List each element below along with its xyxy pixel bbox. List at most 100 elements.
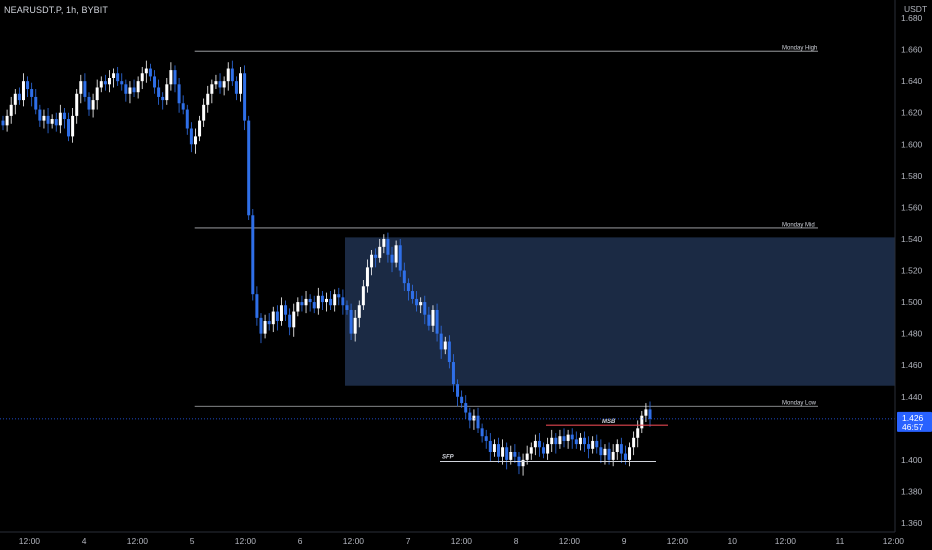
x-tick-label: 12:00 xyxy=(235,536,257,546)
y-tick-label: 1.560 xyxy=(901,202,923,212)
candle-body xyxy=(386,238,390,255)
candle-body xyxy=(17,93,21,101)
candle-body xyxy=(128,87,132,94)
candle-body xyxy=(308,298,312,303)
candle-body xyxy=(619,444,623,454)
candle-body xyxy=(67,119,71,137)
x-tick-label: 12:00 xyxy=(883,536,905,546)
candle-body xyxy=(177,84,181,104)
candle-body xyxy=(370,254,374,268)
candle-body xyxy=(247,120,251,216)
candle-body xyxy=(140,73,144,82)
candle-body xyxy=(107,78,111,85)
candle-body xyxy=(537,440,541,448)
candle-body xyxy=(615,444,619,452)
candle-body xyxy=(505,447,509,460)
candle-body xyxy=(443,341,447,350)
x-tick-label: 10 xyxy=(728,536,738,546)
candle-body xyxy=(1,120,5,126)
y-tick-label: 1.680 xyxy=(901,13,923,23)
candle-body xyxy=(234,81,238,94)
candle-body xyxy=(99,81,103,88)
candle-body xyxy=(279,305,283,322)
candle-body xyxy=(349,309,353,334)
candle-body xyxy=(251,215,255,295)
candle-body xyxy=(292,311,296,328)
candle-body xyxy=(9,104,13,116)
candle-body xyxy=(578,437,582,445)
candle-body xyxy=(206,93,210,105)
candle-body xyxy=(607,448,611,460)
level-label: Monday Low xyxy=(782,401,817,407)
candle-body xyxy=(267,321,271,325)
candle-body xyxy=(136,81,140,93)
candle-body xyxy=(62,112,66,120)
candle-body xyxy=(488,440,492,452)
candle-body xyxy=(112,73,116,79)
candle-body xyxy=(54,119,58,126)
candle-body xyxy=(193,136,197,145)
candle-body xyxy=(13,93,17,105)
candle-body xyxy=(325,298,329,303)
candle-body xyxy=(496,444,500,457)
candle-body xyxy=(423,302,427,315)
candle-body xyxy=(406,283,410,292)
candle-body xyxy=(529,447,533,454)
y-tick-label: 1.600 xyxy=(901,139,923,149)
candle-body xyxy=(329,298,333,306)
candle-body xyxy=(419,302,423,306)
candle-body xyxy=(218,81,222,88)
candle-body xyxy=(533,440,537,448)
candle-body xyxy=(353,317,357,334)
candle-body xyxy=(431,309,435,326)
candle-body xyxy=(38,109,42,121)
candle-body xyxy=(558,436,562,445)
candle-body xyxy=(300,302,304,306)
candle-body xyxy=(87,96,91,110)
candle-body xyxy=(587,444,591,449)
candle-body xyxy=(595,440,599,448)
candle-body xyxy=(456,384,460,397)
msb-label: MSB xyxy=(602,419,616,425)
candle-body xyxy=(333,294,337,306)
current-price-countdown: 46:57 xyxy=(902,422,924,432)
candle-body xyxy=(337,294,341,298)
current-price-tag xyxy=(897,411,932,432)
candle-body xyxy=(124,84,128,94)
y-tick-label: 1.540 xyxy=(901,234,923,244)
candle-body xyxy=(58,112,62,126)
x-tick-label: 9 xyxy=(622,536,627,546)
candle-body xyxy=(460,396,464,404)
candle-body xyxy=(402,270,406,284)
x-tick-label: 12:00 xyxy=(451,536,473,546)
candle-body xyxy=(5,115,9,126)
candle-body xyxy=(562,436,566,441)
candle-body xyxy=(226,68,230,82)
candle-body xyxy=(550,437,554,445)
candle-body xyxy=(525,453,529,460)
candle-body xyxy=(542,447,546,454)
candle-body xyxy=(570,434,574,440)
x-tick-label: 4 xyxy=(82,536,87,546)
candle-body xyxy=(120,81,124,85)
candle-body xyxy=(439,333,443,350)
current-price-value: 1.426 xyxy=(902,413,924,423)
candle-body xyxy=(394,245,398,263)
candle-body xyxy=(435,309,439,334)
candle-body xyxy=(390,254,394,263)
candle-body xyxy=(513,451,517,457)
x-tick-label: 6 xyxy=(298,536,303,546)
x-tick-label: 12:00 xyxy=(775,536,797,546)
candle-body xyxy=(566,434,570,441)
candle-body xyxy=(554,437,558,445)
candle-body xyxy=(198,120,202,137)
x-tick-label: 12:00 xyxy=(127,536,149,546)
candle-body xyxy=(501,447,505,457)
candle-body xyxy=(304,298,308,306)
candle-body xyxy=(75,93,79,116)
candle-body xyxy=(320,295,324,303)
candle-body xyxy=(357,305,361,318)
candle-body xyxy=(312,302,316,309)
